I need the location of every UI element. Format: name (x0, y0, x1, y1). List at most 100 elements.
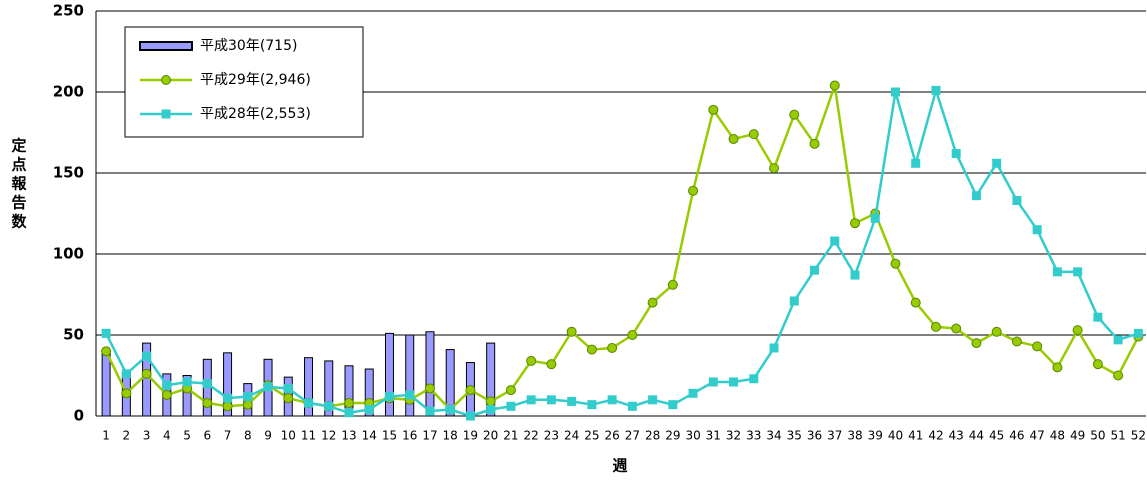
y-tick-label: 250 (53, 2, 84, 20)
marker (526, 395, 536, 405)
x-tick-label: 8 (244, 429, 252, 443)
marker (850, 270, 860, 280)
x-tick-label: 48 (1050, 429, 1065, 443)
marker (991, 326, 1002, 337)
marker (162, 380, 172, 390)
marker (121, 369, 131, 379)
x-tick-label: 37 (827, 429, 842, 443)
x-tick-label: 3 (143, 429, 151, 443)
marker (648, 395, 658, 405)
marker (344, 408, 354, 418)
marker (263, 382, 273, 392)
x-tick-label: 9 (264, 429, 272, 443)
marker (971, 191, 981, 201)
x-tick-label: 16 (402, 429, 417, 443)
x-tick-label: 31 (706, 429, 721, 443)
marker (1133, 328, 1143, 338)
marker (667, 279, 678, 290)
x-tick-label: 24 (564, 429, 579, 443)
marker (971, 338, 982, 349)
x-tick-label: 4 (163, 429, 171, 443)
marker (445, 405, 455, 415)
marker (729, 377, 739, 387)
line (104, 85, 1140, 412)
marker (769, 163, 780, 174)
x-tick-label: 25 (584, 429, 599, 443)
y-tick-label: 200 (53, 83, 84, 101)
x-tick-label: 45 (989, 429, 1004, 443)
x-tick-label: 47 (1030, 429, 1045, 443)
marker (1052, 267, 1062, 277)
marker (567, 396, 577, 406)
y-tick-label: 150 (53, 164, 84, 182)
bar (445, 349, 455, 417)
marker (647, 297, 658, 308)
legend-label: 平成30年(715) (200, 38, 297, 54)
x-tick-label: 32 (726, 429, 741, 443)
marker (951, 149, 961, 159)
legend-label: 平成28年(2,553) (200, 106, 311, 122)
marker (931, 85, 941, 95)
marker (101, 346, 112, 357)
marker (951, 323, 962, 334)
marker (283, 383, 293, 393)
x-tick-label: 1 (102, 429, 110, 443)
x-tick-label: 18 (443, 429, 458, 443)
marker (243, 392, 253, 402)
marker (1012, 196, 1022, 206)
bar (405, 334, 415, 417)
marker (344, 398, 354, 409)
marker (161, 75, 171, 85)
x-tick-label: 51 (1110, 429, 1125, 443)
x-tick-label: 7 (224, 429, 232, 443)
marker (769, 343, 779, 353)
marker (586, 344, 597, 355)
marker (1072, 325, 1083, 336)
marker (830, 236, 840, 246)
marker (708, 104, 719, 115)
legend-swatch (139, 41, 193, 51)
bar (101, 350, 111, 417)
marker (789, 109, 800, 120)
x-tick-label: 19 (463, 429, 478, 443)
marker (101, 328, 111, 338)
marker (850, 218, 860, 229)
x-tick-label: 29 (665, 429, 680, 443)
marker (485, 396, 496, 407)
x-tick-label: 38 (847, 429, 862, 443)
x-tick-label: 52 (1131, 429, 1146, 443)
x-tick-label: 46 (1009, 429, 1024, 443)
marker (506, 401, 516, 411)
marker (1052, 362, 1063, 373)
marker (627, 330, 638, 340)
x-tick-label: 28 (645, 429, 660, 443)
marker (505, 385, 516, 396)
y-tick-label: 0 (74, 407, 84, 425)
marker (1032, 225, 1042, 235)
marker (810, 265, 820, 275)
bar (223, 352, 233, 417)
marker (202, 379, 212, 389)
x-tick-label: 21 (503, 429, 518, 443)
x-tick-label: 42 (928, 429, 943, 443)
marker (223, 393, 233, 403)
x-tick-label: 39 (868, 429, 883, 443)
x-tick-label: 17 (422, 429, 437, 443)
marker (1113, 335, 1123, 345)
marker (486, 405, 496, 415)
marker (607, 395, 617, 405)
marker (222, 401, 233, 412)
x-tick-label: 20 (483, 429, 498, 443)
x-tick-label: 12 (321, 429, 336, 443)
marker (364, 405, 374, 415)
x-axis-label: 週 (612, 457, 627, 475)
marker (627, 401, 637, 411)
marker (121, 388, 132, 399)
marker (708, 377, 718, 387)
x-tick-label: 15 (382, 429, 397, 443)
x-tick-label: 33 (746, 429, 761, 443)
bar (384, 332, 394, 417)
x-tick-label: 49 (1070, 429, 1085, 443)
x-tick-label: 43 (949, 429, 964, 443)
